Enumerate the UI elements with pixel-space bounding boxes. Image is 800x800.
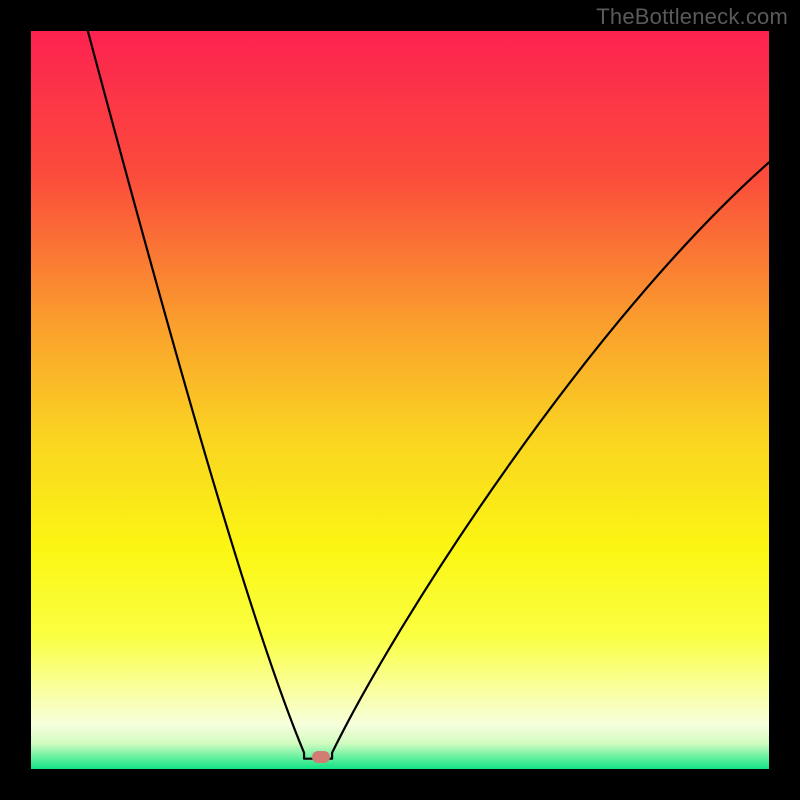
chart-svg <box>31 31 769 769</box>
optimum-marker <box>312 751 330 763</box>
chart-frame: TheBottleneck.com <box>0 0 800 800</box>
plot-area <box>31 31 769 769</box>
gradient-background <box>31 31 769 769</box>
watermark-text: TheBottleneck.com <box>596 4 788 30</box>
